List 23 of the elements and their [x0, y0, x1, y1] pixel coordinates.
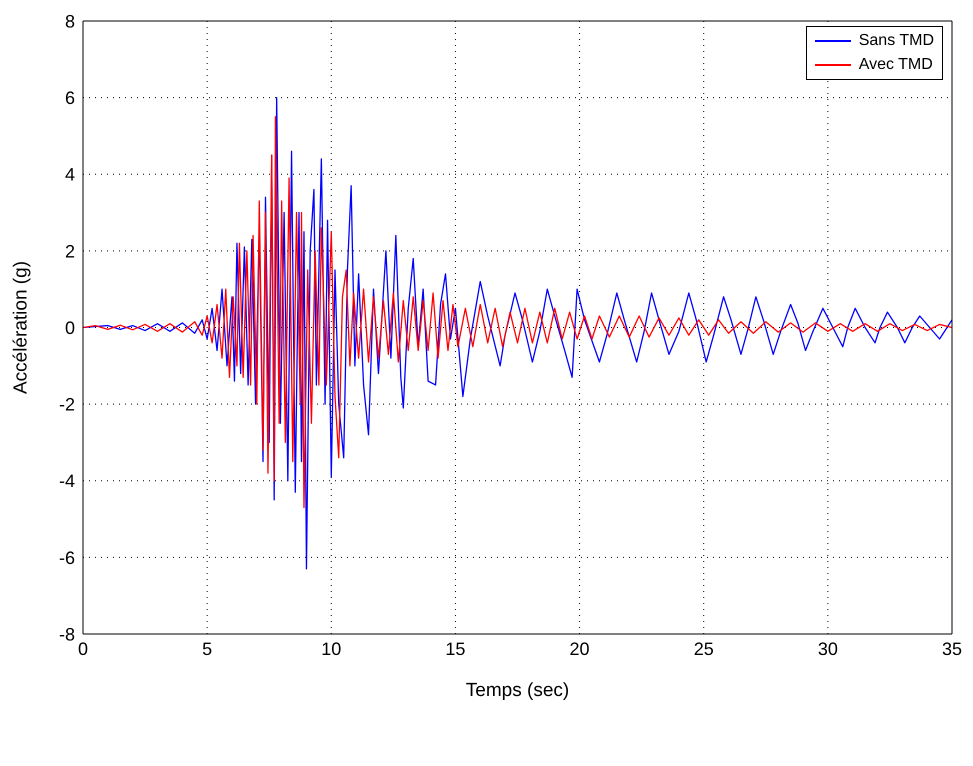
line-series [83, 96, 952, 570]
y-tick-label: -2 [58, 394, 75, 415]
y-tick-label: -6 [58, 548, 75, 568]
x-tick-label: 15 [445, 638, 466, 659]
x-tick-label: 10 [321, 638, 342, 659]
legend-label: Avec TMD [858, 55, 933, 75]
x-tick-label: 30 [818, 638, 838, 659]
x-tick-label: 0 [78, 638, 88, 659]
x-tick-label: 20 [570, 638, 590, 659]
y-tick-label: -4 [58, 471, 75, 492]
y-axis-title: Accélération (g) [10, 260, 32, 394]
y-tick-label: 6 [64, 88, 75, 108]
legend-label: Sans TMD [858, 31, 934, 51]
y-tick-label: 8 [64, 11, 75, 32]
x-tick-label: 35 [942, 638, 962, 659]
x-tick-label: 25 [694, 638, 714, 659]
y-tick-label: 2 [64, 241, 75, 262]
y-tick-label: -8 [58, 624, 75, 644]
x-axis-title: Temps (sec) [466, 680, 570, 701]
y-tick-label: 4 [64, 164, 75, 185]
x-tick-label: 5 [202, 638, 212, 659]
y-tick-label: 0 [64, 318, 75, 338]
line-series [83, 116, 952, 508]
